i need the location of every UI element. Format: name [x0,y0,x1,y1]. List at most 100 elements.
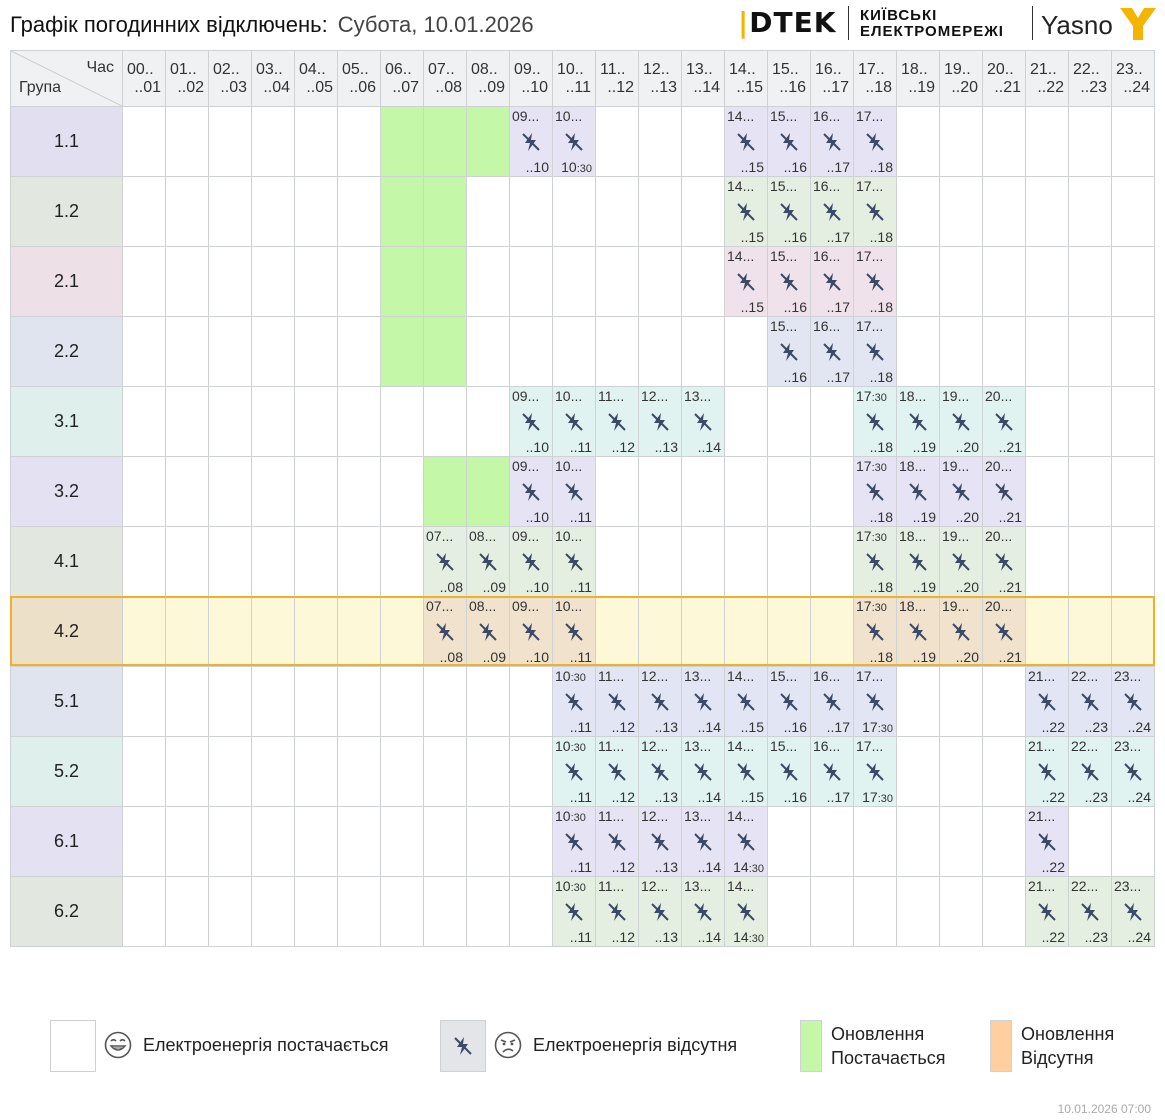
power-on-cell [380,526,424,597]
outage-end-label: ..09 [482,579,506,595]
hour-start-label: 03.. [256,61,283,78]
no-power-icon [565,482,583,501]
outage-cell: 20... ..21 [982,386,1026,457]
hour-end-label: ..18 [865,79,892,96]
power-on-cell [251,596,295,667]
group-row: 2.2 15... ..16 16... ..17 17... ..18 [10,316,1155,387]
outage-start-label: 23... [1114,738,1142,754]
outage-start-label: 15... [770,178,798,194]
outage-end-label: 17:30 [862,789,893,805]
hour-end-label: ..16 [779,79,806,96]
power-on-cell [251,526,295,597]
group-label: 5.2 [10,736,123,807]
power-on-cell [294,736,338,807]
power-on-cell [810,876,854,947]
power-on-cell [939,176,983,247]
power-on-cell [380,736,424,807]
outage-start-label: 13... [684,878,712,894]
power-on-cell [251,246,295,317]
outage-cell: 07... ..08 [423,596,467,667]
power-on-cell [122,386,166,457]
outage-cell: 17:30 ..18 [853,596,897,667]
no-power-icon [522,412,540,431]
power-on-cell [810,596,854,667]
no-power-icon [823,342,841,361]
outage-cell: 14... ..15 [724,666,768,737]
power-on-cell [810,806,854,877]
group-row: 5.2 10:30 ..11 11... ..12 12... ..13 13... ..14 1… [10,736,1155,807]
outage-cell: 18... ..19 [896,456,940,527]
outage-start-label: 21... [1028,808,1056,824]
outage-cell: 14... ..15 [724,176,768,247]
power-on-cell [208,176,252,247]
outage-start-label: 12... [641,388,669,404]
outage-start-label: 16... [813,318,841,334]
hour-end-label: ..02 [177,79,204,96]
outage-end-label: ..13 [654,439,678,455]
power-on-cell [337,806,381,877]
outage-start-label: 19... [942,458,970,474]
outage-end-label: ..14 [697,719,721,735]
group-label: 1.2 [10,176,123,247]
no-power-icon [479,552,497,571]
power-on-cell [638,106,682,177]
outage-cell: 17:30 ..18 [853,526,897,597]
outage-end-label: ..08 [439,579,463,595]
no-power-icon [737,202,755,221]
outage-end-label: ..16 [783,159,807,175]
no-power-icon [436,622,454,641]
power-on-cell [509,316,553,387]
outage-end-label: ..10 [525,579,549,595]
outage-cell: 13... ..14 [681,666,725,737]
legend-power-on-label: Електроенергія постачається [143,1035,389,1055]
hour-header: 03.. ..04 [251,50,295,107]
outage-cell: 13... ..14 [681,876,725,947]
power-on-cell [208,386,252,457]
power-on-cell [552,176,596,247]
power-on-cell [1068,526,1112,597]
outage-cell: 09... ..10 [509,106,553,177]
power-on-cell [1025,106,1069,177]
power-on-cell [122,526,166,597]
hour-start-label: 14.. [729,61,756,78]
power-on-cell [552,316,596,387]
power-on-cell [337,526,381,597]
outage-start-label: 08... [469,598,497,614]
update-power-on-cell [423,176,467,247]
no-power-icon [454,1037,472,1055]
no-power-icon [866,132,884,151]
power-on-cell [1068,246,1112,317]
hour-start-label: 04.. [299,61,326,78]
power-on-cell [294,596,338,667]
no-power-icon [565,762,583,781]
power-on-cell [681,176,725,247]
power-on-cell [982,246,1026,317]
outage-start-label: 22... [1071,668,1099,684]
update-power-on-cell [380,106,424,177]
legend-swatch-update-on [800,1020,822,1072]
no-power-icon [909,552,927,571]
no-power-icon [1081,902,1099,921]
hour-end-label: ..23 [1080,79,1107,96]
hour-start-label: 02.. [213,61,240,78]
no-power-icon [1124,692,1142,711]
outage-start-label: 17... [856,248,884,264]
power-on-cell [1025,456,1069,527]
power-on-cell [767,876,811,947]
no-power-icon [1038,762,1056,781]
power-on-cell [1111,596,1155,667]
outage-end-label: ..13 [654,719,678,735]
hour-header: 02.. ..03 [208,50,252,107]
power-on-cell [122,106,166,177]
outage-cell: 21... ..22 [1025,806,1069,877]
outage-cell: 20... ..21 [982,456,1026,527]
power-on-cell [165,176,209,247]
no-power-icon [952,622,970,641]
hour-end-label: ..06 [349,79,376,96]
outage-cell: 10... ..11 [552,456,596,527]
power-on-cell [251,736,295,807]
power-on-cell [251,386,295,457]
group-row: 4.2 07... ..08 08... ..09 09... ..10 10... ..11 1… [10,596,1155,667]
corner-group-label: Група [19,79,62,96]
power-on-cell [208,246,252,317]
